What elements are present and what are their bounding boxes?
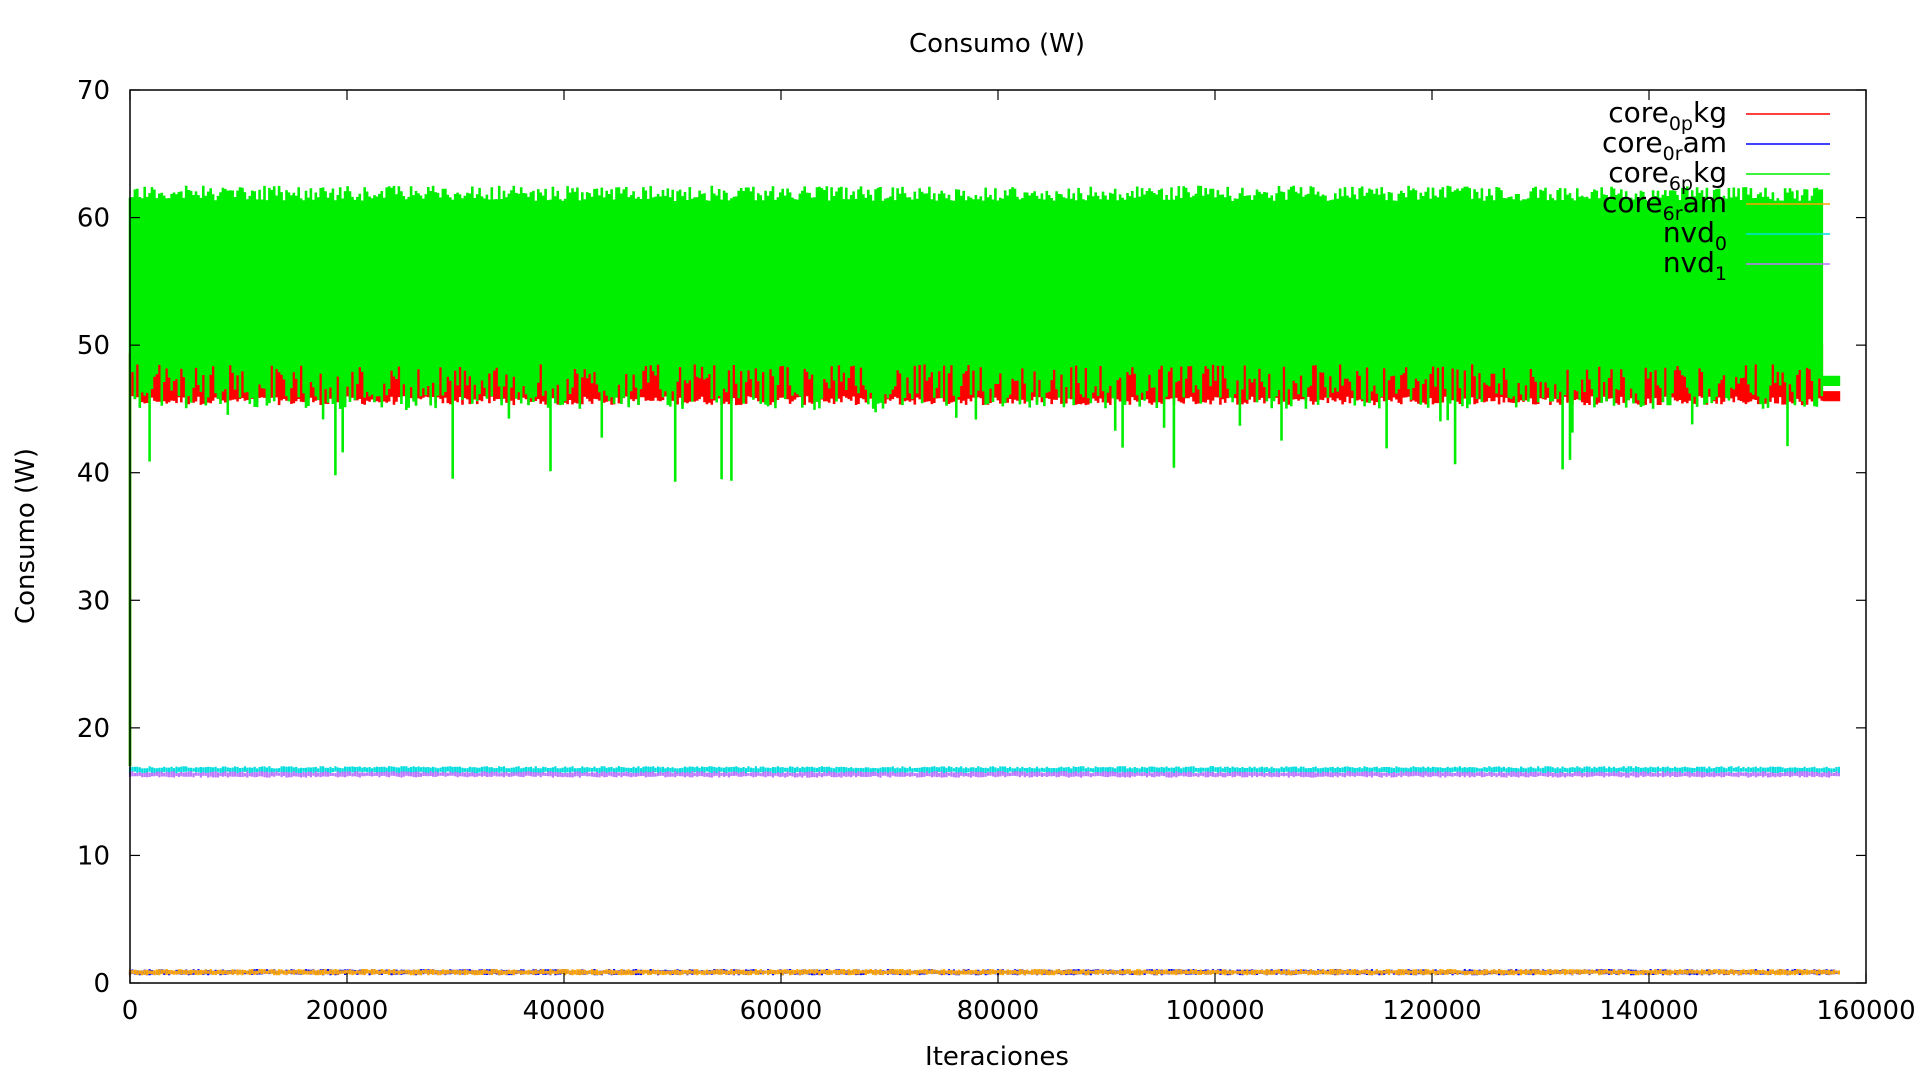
legend-label: core6pkg (1608, 156, 1727, 195)
y-tick-label: 10 (77, 841, 110, 871)
axis-tick-labels: 0 20000 40000 60000 80000 100000 120000 140000 1… (77, 76, 1916, 1026)
y-tick-label: 20 (77, 714, 110, 744)
legend-label: core0ram (1602, 126, 1727, 165)
legend-label: nvd1 (1663, 246, 1727, 285)
y-axis-title: Consumo (W) (11, 448, 41, 624)
y-tick-label: 30 (77, 586, 110, 616)
x-tick-label: 80000 (957, 996, 1040, 1026)
series-core-6-pkg (128, 185, 1841, 767)
x-tick-label: 120000 (1382, 996, 1481, 1026)
y-tick-label: 60 (77, 204, 110, 234)
x-tick-label: 40000 (523, 996, 606, 1026)
legend-label: core0pkg (1608, 96, 1727, 135)
x-tick-label: 60000 (740, 996, 823, 1026)
x-tick-label: 0 (122, 996, 139, 1026)
x-tick-label: 100000 (1165, 996, 1264, 1026)
y-tick-label: 0 (93, 969, 110, 999)
x-tick-label: 160000 (1816, 996, 1915, 1026)
legend-label: core6ram (1602, 186, 1727, 225)
y-tick-label: 50 (77, 331, 110, 361)
y-tick-label: 40 (77, 459, 110, 489)
x-tick-label: 20000 (306, 996, 389, 1026)
x-tick-label: 140000 (1599, 996, 1698, 1026)
x-axis-title: Iteraciones (925, 1042, 1069, 1072)
axis-ticks (129, 89, 1867, 984)
chart-title: Consumo (W) (909, 29, 1085, 59)
legend-label: nvd0 (1663, 216, 1727, 255)
y-tick-label: 70 (77, 76, 110, 106)
series-trace (128, 185, 1841, 767)
